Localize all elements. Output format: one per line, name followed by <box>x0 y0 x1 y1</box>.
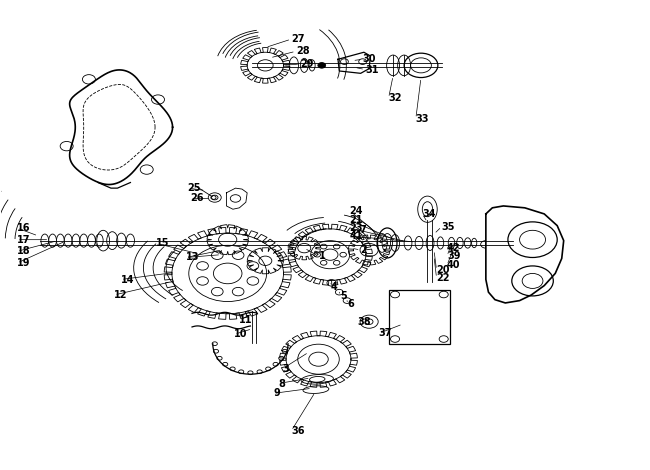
Text: 21: 21 <box>350 215 363 225</box>
Text: 33: 33 <box>416 114 429 124</box>
Text: 39: 39 <box>447 251 460 261</box>
Text: 26: 26 <box>190 194 203 204</box>
Text: 40: 40 <box>447 260 460 270</box>
Text: 13: 13 <box>185 252 199 262</box>
Text: 38: 38 <box>358 317 371 327</box>
Text: 5: 5 <box>340 291 346 301</box>
Text: 41: 41 <box>350 231 363 241</box>
Text: 20: 20 <box>437 265 450 275</box>
Text: 22: 22 <box>437 273 450 283</box>
Text: 15: 15 <box>157 238 170 249</box>
Text: 10: 10 <box>234 329 248 339</box>
Text: 24: 24 <box>350 206 363 216</box>
Text: 6: 6 <box>348 299 354 309</box>
Text: 30: 30 <box>363 54 376 64</box>
Text: 18: 18 <box>17 246 31 257</box>
Text: 29: 29 <box>300 59 314 69</box>
Text: 7: 7 <box>359 225 366 235</box>
Bar <box>389 290 450 344</box>
Text: 23: 23 <box>350 223 363 233</box>
Text: 16: 16 <box>17 223 31 233</box>
Text: 8: 8 <box>278 378 285 389</box>
Text: 12: 12 <box>114 290 127 300</box>
Text: 28: 28 <box>296 47 309 56</box>
Text: 14: 14 <box>121 274 134 284</box>
Text: 34: 34 <box>422 209 436 219</box>
Text: 27: 27 <box>291 34 305 44</box>
Text: 1: 1 <box>318 251 325 261</box>
Text: 9: 9 <box>273 388 280 399</box>
Text: 35: 35 <box>442 221 455 232</box>
Text: 11: 11 <box>239 315 253 325</box>
Text: 31: 31 <box>365 64 379 75</box>
Text: 37: 37 <box>379 329 393 338</box>
Text: 32: 32 <box>389 93 402 103</box>
Text: 3: 3 <box>283 364 290 374</box>
Text: 2: 2 <box>361 245 367 255</box>
Text: 17: 17 <box>17 235 31 245</box>
Text: 42: 42 <box>447 243 460 253</box>
Text: 25: 25 <box>187 183 201 193</box>
Text: 4: 4 <box>330 282 337 291</box>
Circle shape <box>318 63 326 68</box>
Text: 19: 19 <box>17 258 31 268</box>
Text: 36: 36 <box>291 426 305 436</box>
